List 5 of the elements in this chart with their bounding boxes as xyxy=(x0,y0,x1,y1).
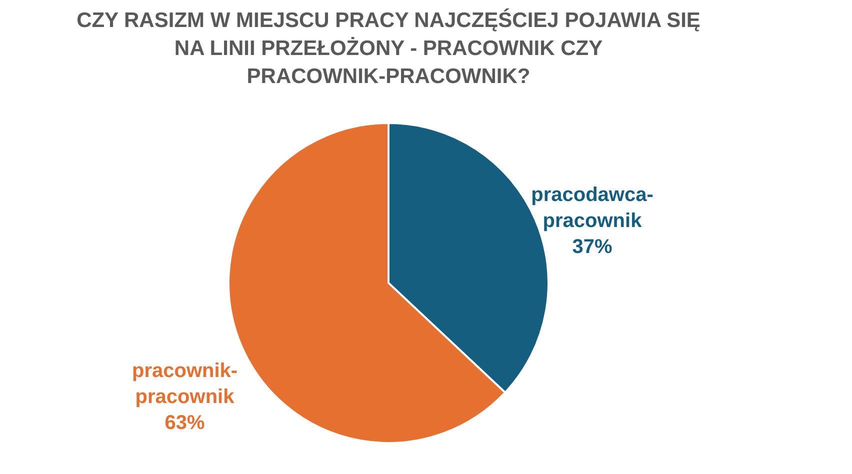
slice-label: pracodawca-pracownik xyxy=(531,184,654,232)
data-label: 63% xyxy=(164,412,205,434)
slice-label: pracownik-pracownik xyxy=(132,360,238,408)
data-label: 37% xyxy=(572,236,612,258)
chart-title: CZY RASIZM W MIEJSCU PRACY NAJCZĘŚCIEJ POJAWIA SIĘ NA LINII PRZEŁOŻONY - PRACOWNIK CZY PRACOWNIK-PRACOWNIK? xyxy=(76,8,700,88)
